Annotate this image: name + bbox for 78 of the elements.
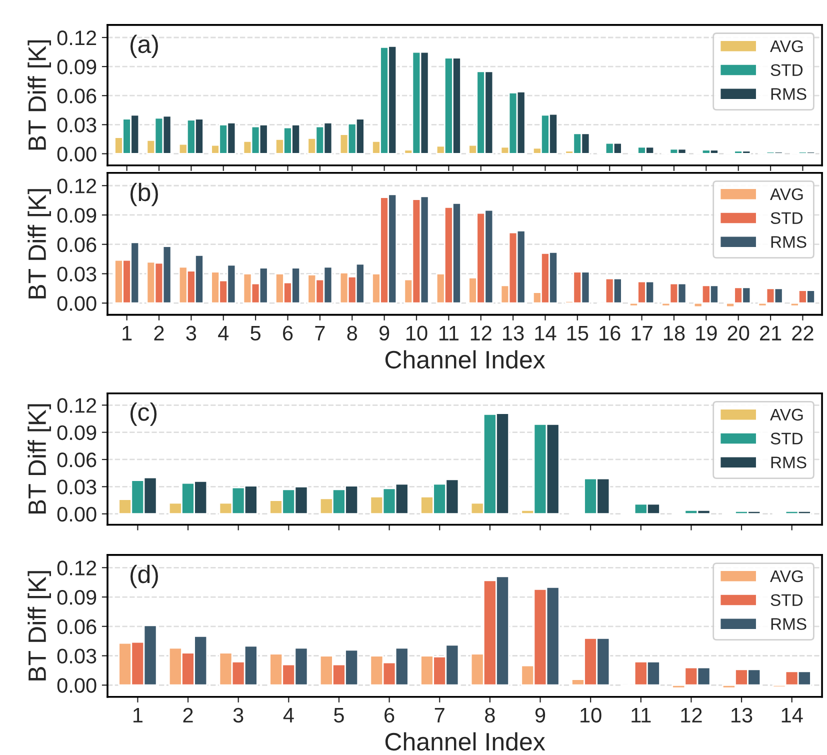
y-tick-label: 0.12 [57, 560, 96, 576]
y-tick-label: 0.03 [57, 266, 96, 282]
x-tick-label: 4 [218, 326, 229, 340]
x-tick-label: 14 [535, 326, 556, 340]
y-tick-label: 0.06 [57, 452, 96, 468]
legend-label: AVG [770, 40, 803, 52]
legend-label: STD [770, 432, 803, 444]
x-tick-label: 12 [681, 708, 702, 722]
x-tick-label: 8 [347, 326, 358, 341]
legend-label: STD [770, 64, 803, 76]
legend-label: AVG [770, 570, 803, 582]
legend-label: STD [770, 212, 803, 224]
x-tick-label: 2 [183, 708, 193, 722]
y-tick-label: 0.06 [57, 237, 96, 252]
y-tick-label: 0.03 [57, 480, 96, 494]
y-tick-label: 0.00 [57, 296, 96, 311]
x-tick-label: 13 [503, 326, 524, 341]
y-axis-title: BT Diff [K] [28, 189, 51, 298]
x-tick-label: 11 [632, 708, 651, 722]
y-tick-label: 0.06 [57, 88, 96, 104]
y-tick-label: 0.03 [57, 648, 96, 664]
x-tick-label: 16 [600, 326, 620, 341]
y-axis-title: BT Diff [K] [28, 571, 51, 680]
annotation: (c) [130, 402, 157, 426]
x-tick-label: 1 [122, 326, 132, 340]
y-tick-label: 0.00 [57, 678, 96, 693]
x-tick-label: 17 [632, 326, 652, 340]
annotation: (a) [130, 34, 158, 58]
x-tick-label: 22 [792, 326, 814, 340]
x-tick-label: 10 [580, 708, 602, 723]
y-tick-label: 0.09 [57, 208, 96, 223]
annotation: (b) [130, 182, 158, 206]
x-tick-label: 6 [384, 708, 394, 723]
x-tick-label: 7 [434, 708, 444, 722]
y-tick-label: 0.12 [57, 178, 96, 194]
x-axis-title: Channel Index [385, 350, 546, 369]
legend-label: RMS [771, 236, 806, 248]
y-tick-label: 0.03 [57, 118, 96, 132]
y-tick-label: 0.09 [57, 425, 96, 440]
x-tick-label: 19 [696, 326, 717, 341]
x-tick-label: 4 [283, 708, 294, 722]
y-tick-label: 0.12 [57, 30, 96, 46]
x-tick-label: 15 [567, 326, 588, 341]
x-tick-label: 9 [535, 708, 546, 723]
x-axis-title: Channel Index [385, 732, 546, 751]
legend-label: RMS [771, 88, 806, 100]
x-tick-label: 9 [379, 326, 390, 341]
legend-label: AVG [770, 408, 803, 421]
x-tick-label: 10 [406, 326, 428, 341]
x-tick-label: 21 [760, 326, 782, 340]
x-tick-label: 14 [782, 708, 803, 722]
annotation: (d) [130, 564, 158, 588]
x-tick-label: 2 [154, 326, 164, 340]
x-tick-label: 5 [250, 326, 260, 341]
legend-label: RMS [771, 456, 806, 468]
y-tick-label: 0.00 [57, 146, 96, 162]
x-tick-label: 13 [732, 708, 752, 723]
x-tick-label: 7 [315, 326, 325, 340]
x-tick-label: 6 [283, 326, 293, 341]
legend-label: RMS [771, 618, 806, 630]
y-axis-title: BT Diff [K] [28, 404, 51, 514]
y-tick-label: 0.09 [57, 590, 96, 605]
x-tick-label: 8 [485, 708, 495, 723]
x-tick-label: 3 [233, 708, 244, 723]
x-tick-label: 12 [470, 326, 492, 340]
y-axis-title: BT Diff [K] [28, 40, 51, 150]
x-tick-label: 18 [664, 326, 685, 341]
x-tick-label: 5 [334, 708, 344, 723]
legend-label: STD [770, 594, 803, 606]
y-tick-label: 0.09 [57, 60, 96, 74]
x-tick-label: 11 [439, 326, 458, 340]
y-tick-label: 0.00 [57, 506, 96, 522]
x-tick-label: 3 [186, 326, 196, 341]
x-tick-label: 1 [133, 708, 142, 722]
legend-label: AVG [770, 188, 803, 200]
y-tick-label: 0.12 [57, 398, 96, 413]
x-tick-label: 20 [728, 326, 750, 341]
y-tick-label: 0.06 [57, 619, 96, 634]
